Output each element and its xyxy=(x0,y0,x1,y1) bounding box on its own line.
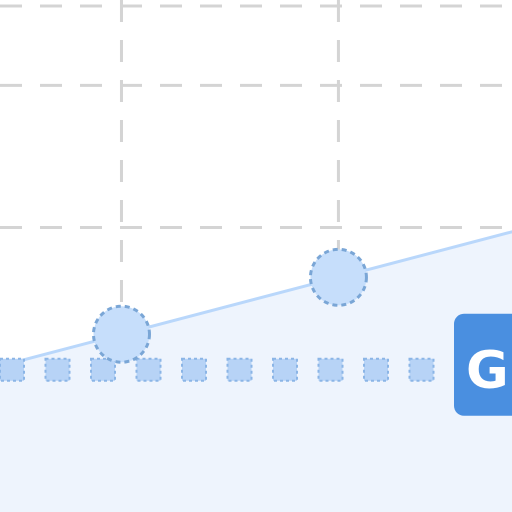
reference-line-marker xyxy=(90,357,116,382)
reference-line-marker xyxy=(44,357,71,382)
data-point[interactable] xyxy=(308,247,368,307)
reference-line-marker xyxy=(0,357,25,382)
data-point[interactable] xyxy=(91,304,151,364)
reference-line-marker xyxy=(317,357,344,382)
callout-box[interactable] xyxy=(454,313,512,416)
area-fill-layer xyxy=(0,231,512,512)
reference-callout[interactable]: G xyxy=(454,313,512,416)
reference-line-marker xyxy=(226,357,253,382)
reference-line-marker xyxy=(408,357,435,382)
reference-line-marker xyxy=(272,357,298,382)
callout-label: G xyxy=(466,341,509,401)
series-area xyxy=(0,231,512,512)
reference-line-marker xyxy=(363,357,389,382)
reference-line-marker xyxy=(181,357,207,382)
reference-line-marker xyxy=(135,357,162,382)
data-points xyxy=(91,247,368,364)
reference-line-layer xyxy=(0,357,435,382)
